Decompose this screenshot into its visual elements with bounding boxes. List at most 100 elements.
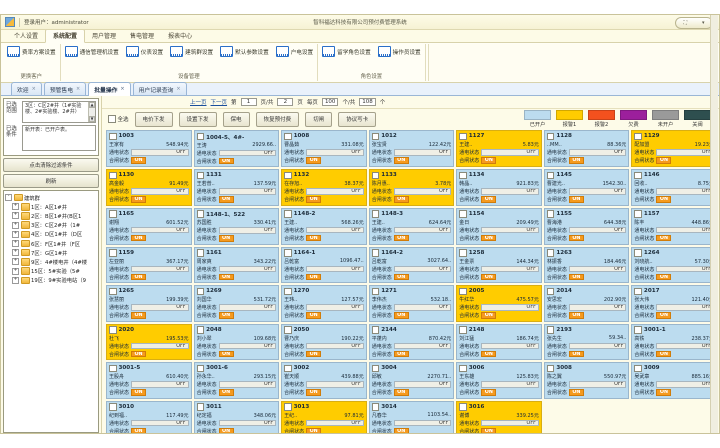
restore-chevron-group[interactable]: ⛶ ▾ xyxy=(675,17,713,29)
meter-card[interactable]: 2020 杜飞 195.53元 通电状态 OFF 合闸状态 ON xyxy=(106,323,192,360)
selected-range-value[interactable]: 3区：C区2#井（1#实验楼、2#实验楼、2#井） ▲ ▼ xyxy=(22,101,96,123)
meter-card[interactable]: 1134 韩晶.. 921.83元 通电状态 OFF 合闸状态 ON xyxy=(456,169,542,206)
tree-node-zone-6[interactable]: + 6区：F区1#井（F区 xyxy=(5,239,97,248)
meter-card-checkbox[interactable] xyxy=(284,287,292,295)
meter-card[interactable]: 1003 王家有 548.94元 通电状态 OFF 合闸状态 ON xyxy=(106,130,192,167)
meter-card-checkbox[interactable] xyxy=(284,132,292,140)
meter-card[interactable]: 1165 谢翔 601.52元 通电状态 OFF 合闸状态 ON xyxy=(106,207,192,245)
meter-card-checkbox[interactable] xyxy=(459,403,467,411)
issue-price-button[interactable]: 电价下发 xyxy=(134,111,173,127)
meter-card[interactable]: 1265 张慧丽 199.39元 通电状态 OFF 合闸状态 ON xyxy=(106,285,192,322)
meter-card[interactable]: 1258 王金票 144.34元 通电状态 OFF 合闸状态 ON xyxy=(456,246,542,283)
expand-toggle-icon[interactable]: + xyxy=(12,212,19,220)
close-icon[interactable]: × xyxy=(120,86,125,92)
meter-card-checkbox[interactable] xyxy=(371,132,380,140)
meter-card-checkbox[interactable] xyxy=(459,364,467,372)
meter-card-checkbox[interactable] xyxy=(546,210,555,218)
ribbon-button-default-params[interactable]: 默认参数设置 xyxy=(220,46,269,57)
expand-toggle-icon[interactable]: + xyxy=(12,230,19,238)
meter-card[interactable]: 2014 安思宏 202.90元 通电状态 OFF 合闸状态 ON xyxy=(543,285,630,322)
restore-icon[interactable]: ⛶ xyxy=(683,20,687,26)
meter-card-checkbox[interactable] xyxy=(459,287,467,295)
next-page-link[interactable]: 下一页 xyxy=(210,100,228,106)
meter-card[interactable]: 1154 金日 209.49元 通电状态 OFF 合闸状态 ON xyxy=(456,207,542,245)
meter-card-checkbox[interactable] xyxy=(109,287,117,295)
menu-tab-report-center[interactable]: 报表中心 xyxy=(168,33,193,40)
current-page-input[interactable]: 1 xyxy=(240,98,257,106)
tree-node-zone-19[interactable]: + 19区：9#实验电站（9 xyxy=(5,276,97,285)
meter-card-checkbox[interactable] xyxy=(371,210,380,218)
clear-filter-button[interactable]: 点击清除过滤条件 xyxy=(3,158,99,172)
chevron-down-icon[interactable]: ▾ xyxy=(701,20,705,26)
meter-card-checkbox[interactable] xyxy=(196,210,205,218)
meter-card[interactable]: 1157 陈丰 448.86元 通电状态 OFF 合闸状态 ON xyxy=(631,207,717,245)
meter-card-checkbox[interactable] xyxy=(634,171,642,179)
building-tree[interactable]: - 建筑群 + 1区：A区1#井 + 2区：B区1#井(B区1 + xyxy=(3,190,99,433)
meter-card[interactable]: 1012 张宝贤 122.42元 通电状态 OFF 合闸状态 ON xyxy=(368,130,455,167)
meter-card[interactable]: 1127 王建.. 5.83元 通电状态 OFF 合闸状态 ON xyxy=(456,130,542,167)
meter-card[interactable]: 1264 刘晓航.. 57.30元 通电状态 OFF 合闸状态 ON xyxy=(631,246,717,283)
meter-card-checkbox[interactable] xyxy=(284,403,292,411)
meter-card-checkbox[interactable] xyxy=(634,249,642,257)
meter-card[interactable]: 1130 高金毅 91.49元 通电状态 OFF 合闸状态 ON xyxy=(106,169,192,206)
meter-card-checkbox[interactable] xyxy=(196,364,205,372)
meter-card[interactable]: 1148-3 王建.. 624.64元 通电状态 OFF 合闸状态 ON xyxy=(368,207,455,245)
doc-tab-batch-operation[interactable]: 批量操作 × xyxy=(88,82,131,96)
meter-card[interactable]: 3006 王东雄 125.83元 通电状态 OFF 合闸状态 ON xyxy=(456,362,542,399)
meter-card-checkbox[interactable] xyxy=(371,326,380,334)
meter-card-checkbox[interactable] xyxy=(459,132,467,140)
doc-tab-prepaid-sales[interactable]: 预管售电 × xyxy=(43,82,87,95)
meter-card-checkbox[interactable] xyxy=(196,249,205,257)
page-vertical-scrollbar[interactable] xyxy=(710,15,718,433)
restore-prepaid-button[interactable]: 恢复预付费 xyxy=(255,111,300,127)
meter-card[interactable]: 3013 王纪.. 97.81元 通电状态 OFF 合闸状态 ON xyxy=(281,400,367,433)
meter-card-checkbox[interactable] xyxy=(109,171,117,179)
meter-card[interactable]: 2144 平蓬内 870.42元 通电状态 OFF 合闸状态 ON xyxy=(368,323,455,360)
tree-node-zone-4[interactable]: + 4区：D区1#井（D区 xyxy=(5,230,97,239)
tree-node-zone-15[interactable]: + 15区：5#实验（5# xyxy=(5,267,97,276)
meter-card-checkbox[interactable] xyxy=(371,287,380,295)
expand-toggle-icon[interactable]: + xyxy=(12,249,19,257)
meter-card-checkbox[interactable] xyxy=(109,403,117,411)
meter-card[interactable]: 2017 张大伟 121.40元 通电状态 OFF 合闸状态 ON xyxy=(631,285,717,322)
meter-card-checkbox[interactable] xyxy=(546,287,555,295)
meter-card-checkbox[interactable] xyxy=(546,249,555,257)
meter-card-checkbox[interactable] xyxy=(196,171,205,179)
select-all-control[interactable]: 全选 xyxy=(108,115,129,123)
meter-card[interactable]: 1129 配加盟 19.23元 通电状态 OFF 合闸状态 ON xyxy=(631,130,717,167)
meter-card[interactable]: 3014 凡春华 1103.54.. 通电状态 OFF 合闸状态 ON xyxy=(368,400,455,433)
meter-card[interactable]: 3001-6 孙永华.. 293.15元 通电状态 OFF 合闸状态 ON xyxy=(193,362,280,399)
scroll-up-icon[interactable]: ▲ xyxy=(89,102,95,108)
scroll-down-icon[interactable]: ▼ xyxy=(89,116,95,122)
ribbon-button-student-role[interactable]: 留学角色设置 xyxy=(322,46,371,57)
collapse-toggle-icon[interactable]: - xyxy=(5,194,12,202)
meter-card[interactable]: 1271 李伟杰 532.18.. 通电状态 OFF 合闸状态 ON xyxy=(368,285,455,322)
meter-card-checkbox[interactable] xyxy=(109,249,117,257)
meter-card[interactable]: 1148-1、522 苏国胜 330.41元 通电状态 OFF 合闸状态 ON xyxy=(193,207,280,245)
meter-card-checkbox[interactable] xyxy=(546,171,555,179)
refresh-button[interactable]: 刷新 xyxy=(3,174,99,188)
meter-card-checkbox[interactable] xyxy=(546,364,555,372)
ribbon-button-household-power[interactable]: 户电设置 xyxy=(275,46,313,57)
tree-node-zone-3[interactable]: + 3区：C区2#井（1# xyxy=(5,221,97,230)
meter-card[interactable]: 3004 邱敏 2270.71.. 通电状态 OFF 合闸状态 ON xyxy=(368,362,455,399)
meter-card-checkbox[interactable] xyxy=(634,287,642,295)
ribbon-button-rate-plan[interactable]: 费率方案设置 xyxy=(7,46,56,57)
range-scrollbar[interactable]: ▲ ▼ xyxy=(88,102,95,122)
menu-tab-system-config[interactable]: 系统配置 xyxy=(45,29,86,43)
select-all-checkbox[interactable] xyxy=(108,115,116,123)
meter-card[interactable]: 1133 陈月惠.. 3.78元 通电状态 OFF 合闸状态 ON xyxy=(368,169,455,206)
menu-tab-user-management[interactable]: 用户管理 xyxy=(92,33,117,40)
issue-settings-button[interactable]: 设置下发 xyxy=(178,111,217,127)
meter-card[interactable]: 3002 崔天顺 439.88元 通电状态 OFF 合闸状态 ON xyxy=(281,362,367,399)
meter-card[interactable]: 2050 曹乃庆 190.22元 通电状态 OFF 合闸状态 ON xyxy=(281,323,367,360)
meter-card[interactable]: 2148 刘江猛 186.74元 通电状态 OFF 合闸状态 ON xyxy=(456,323,542,360)
per-page-input[interactable]: 100 xyxy=(321,98,339,106)
trip-breaker-button[interactable]: 切闸 xyxy=(305,111,333,127)
meter-card-checkbox[interactable] xyxy=(459,171,467,179)
meter-card-checkbox[interactable] xyxy=(459,326,467,334)
ribbon-button-meter-settings[interactable]: 仪表设置 xyxy=(125,46,163,57)
ribbon-button-operator[interactable]: 操作员设置 xyxy=(377,46,421,57)
meter-card[interactable]: 1161 周家爽 343.22元 通电状态 OFF 合闸状态 ON xyxy=(193,246,280,283)
menu-tab-sales-management[interactable]: 售电管理 xyxy=(130,33,155,40)
